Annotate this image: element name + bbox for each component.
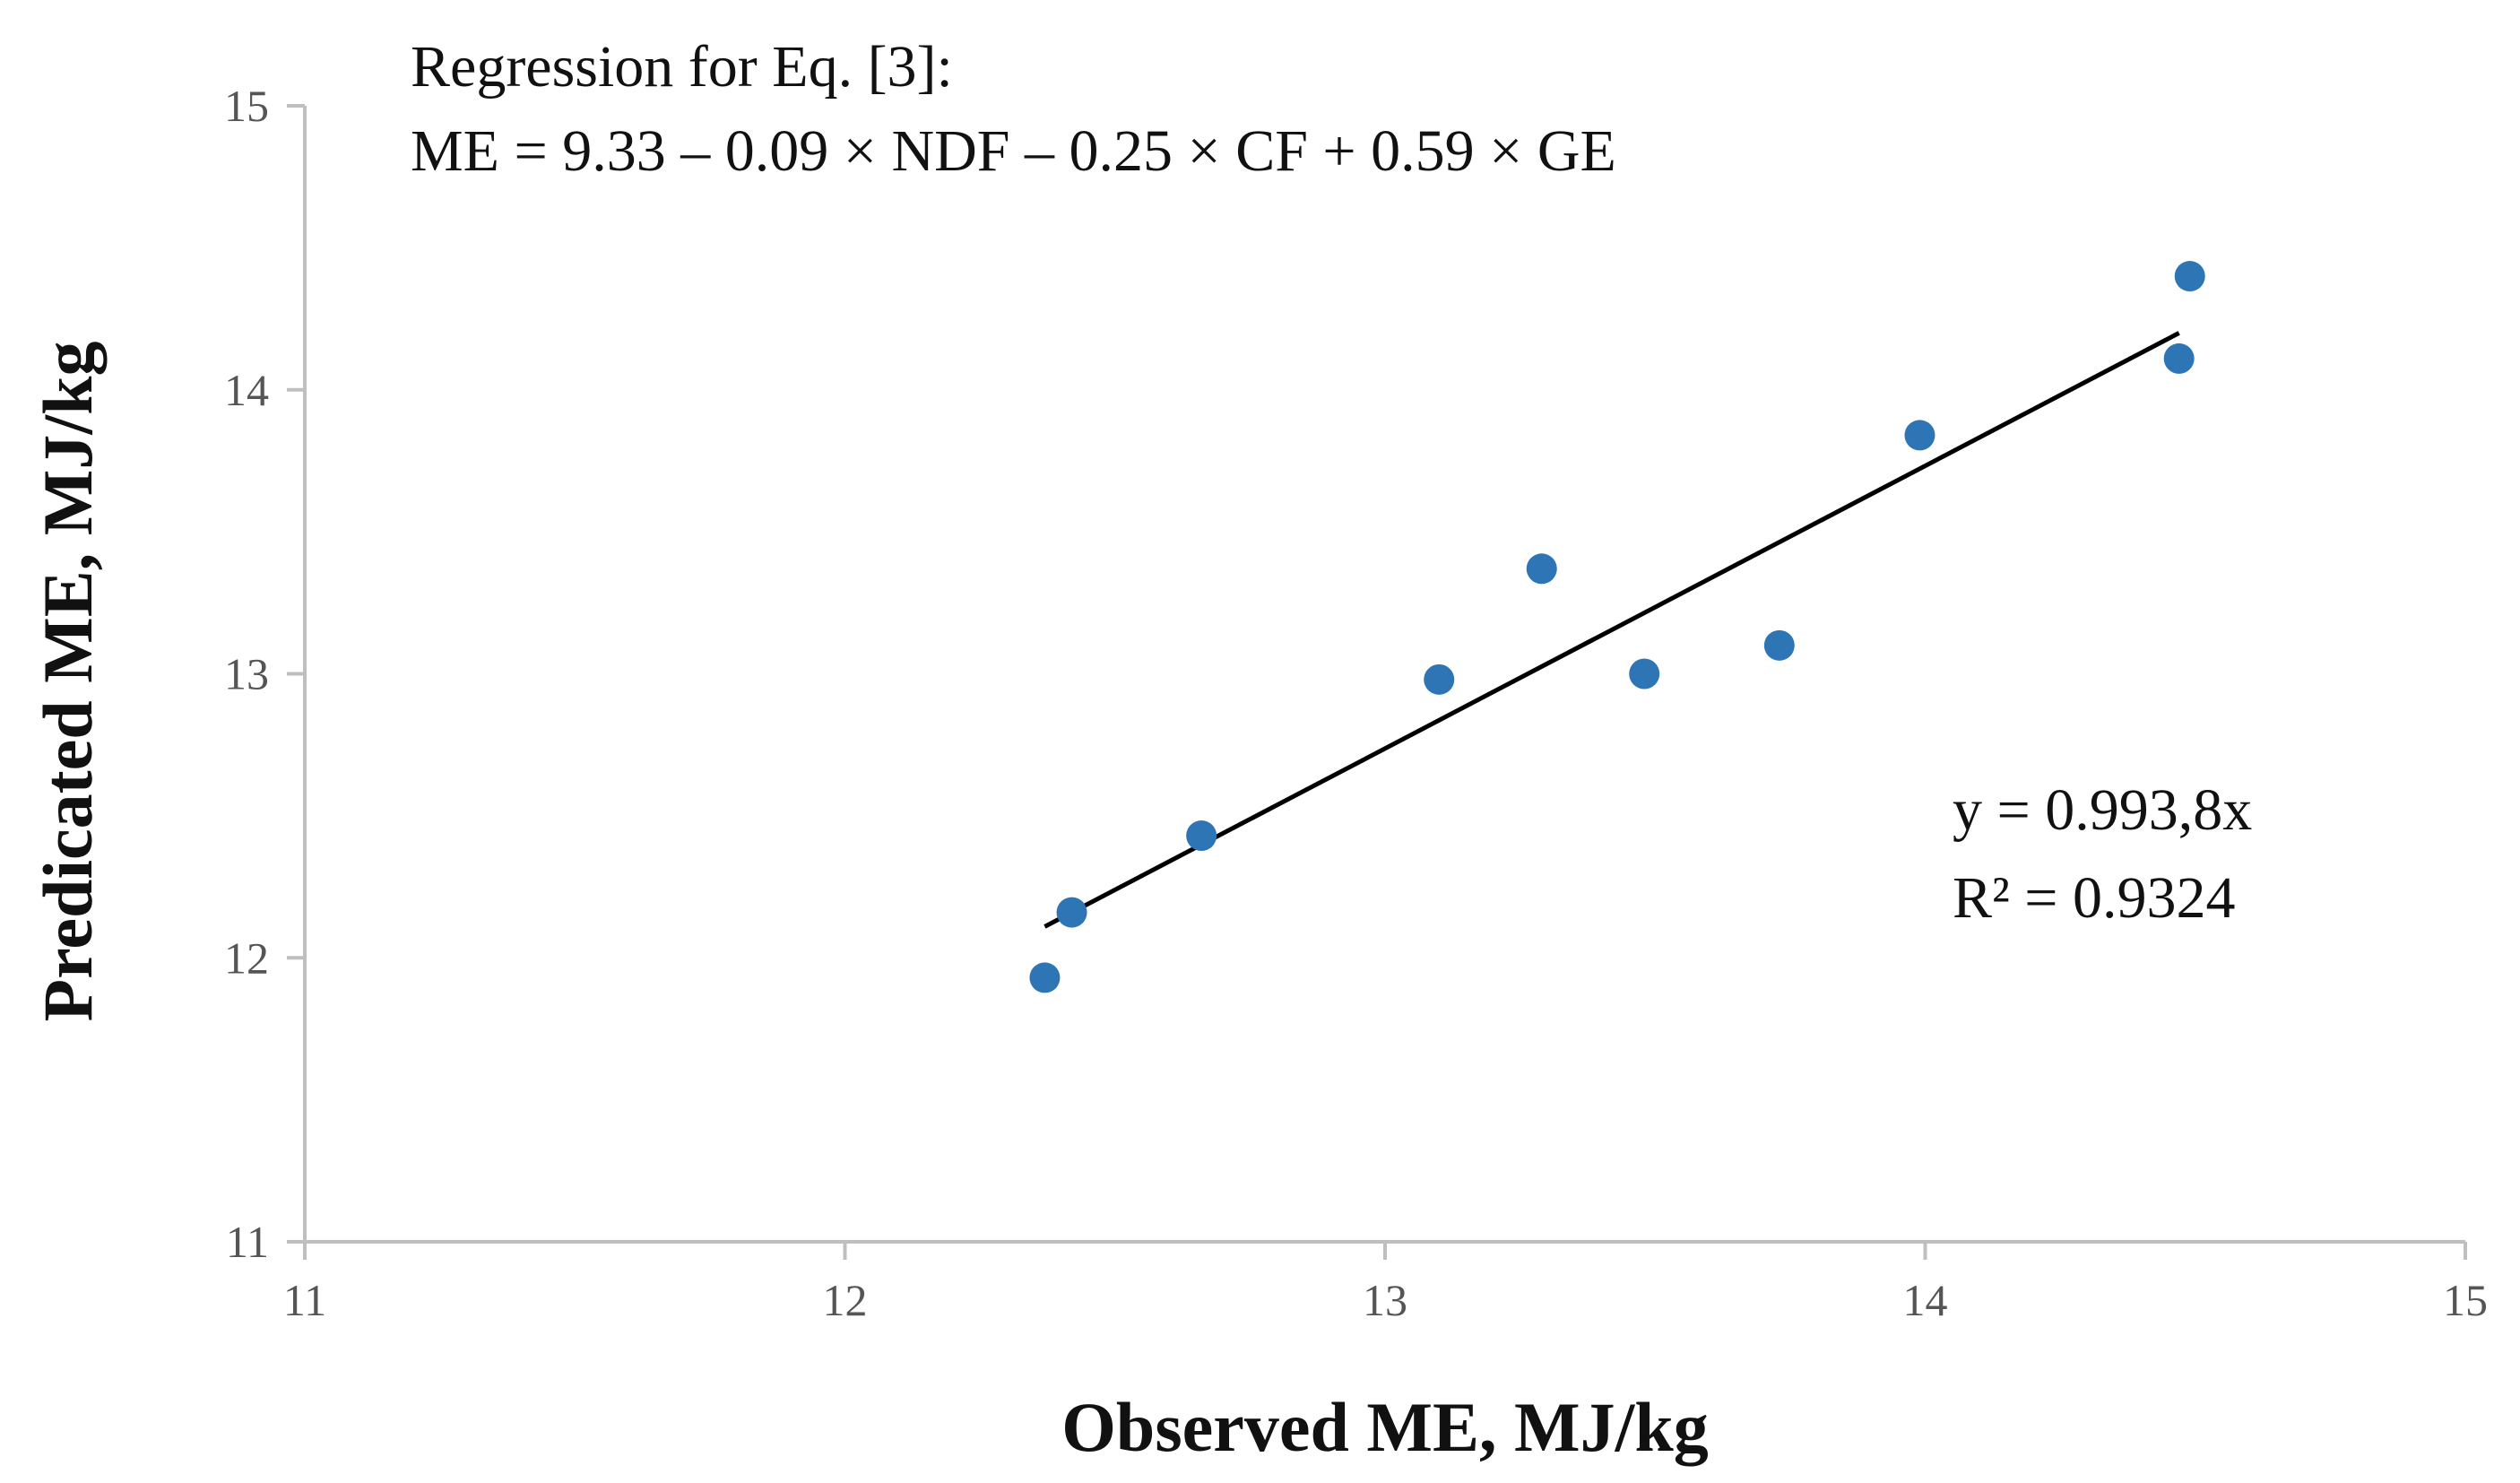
data-point (1029, 962, 1061, 993)
data-point (1763, 629, 1795, 661)
trendline-layer (1044, 331, 2180, 929)
x-tick-label: 14 (1903, 1275, 1948, 1325)
fit-equation-label: y = 0.993,8x (1953, 777, 2252, 843)
y-tick-label: 12 (224, 932, 269, 983)
y-tick-label: 15 (224, 81, 269, 131)
data-point (1186, 820, 1217, 852)
x-tick-label: 11 (283, 1275, 326, 1325)
data-points (1029, 261, 2205, 993)
data-point (1526, 553, 1557, 585)
y-tick-label: 14 (224, 365, 269, 415)
data-point (1904, 420, 1935, 451)
data-point (2174, 261, 2205, 292)
trendline (1044, 331, 2180, 929)
r-squared-label: R² = 0.9324 (1953, 865, 2236, 931)
ticks: 11 12 13 14 15 11 12 13 14 15 (224, 81, 2488, 1325)
data-point (1424, 663, 1455, 695)
data-point (1629, 658, 1660, 689)
regression-title-annotation: Regression for Eq. [3]: (411, 34, 953, 100)
y-tick-label: 13 (224, 649, 269, 699)
data-point (2163, 343, 2195, 374)
axes (303, 106, 2465, 1244)
x-tick-label: 13 (1363, 1275, 1407, 1325)
x-axis-title: Observed ME, MJ/kg (1061, 1388, 1708, 1466)
x-tick-label: 12 (823, 1275, 868, 1325)
y-axis-title: Predicated ME, MJ/kg (29, 342, 107, 1022)
y-tick-label: 11 (226, 1217, 269, 1267)
x-tick-label: 15 (2443, 1275, 2488, 1325)
regression-equation-annotation: ME = 9.33 – 0.09 × NDF – 0.25 × CF + 0.5… (411, 118, 1616, 184)
data-point (1056, 897, 1087, 928)
